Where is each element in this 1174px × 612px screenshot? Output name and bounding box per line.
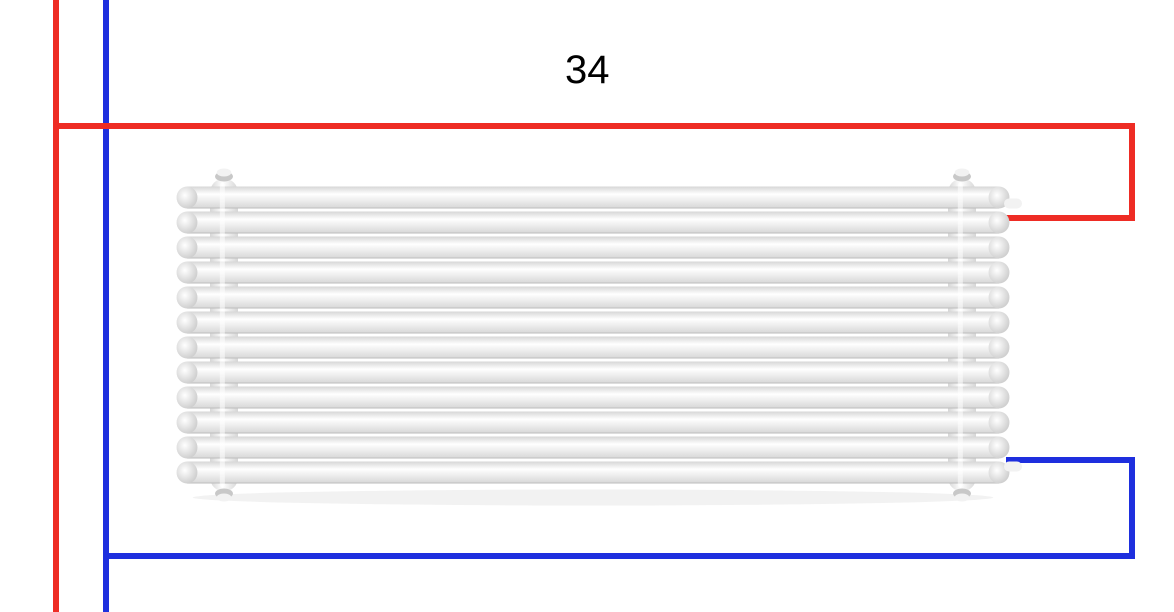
radiator-tube — [187, 462, 999, 484]
radiator-tube — [187, 287, 999, 309]
radiator-tube — [187, 387, 999, 409]
radiator-tube — [187, 262, 999, 284]
diagram-canvas: 34 — [0, 0, 1174, 612]
radiator-tube — [187, 237, 999, 259]
radiator-tube — [187, 312, 999, 334]
radiator-tube — [187, 437, 999, 459]
diagram-number-label: 34 — [565, 48, 610, 93]
radiator-tube — [187, 412, 999, 434]
radiator-tube — [187, 187, 999, 209]
radiator-tube — [187, 337, 999, 359]
radiator-tube — [187, 212, 999, 234]
radiator-tube — [187, 362, 999, 384]
